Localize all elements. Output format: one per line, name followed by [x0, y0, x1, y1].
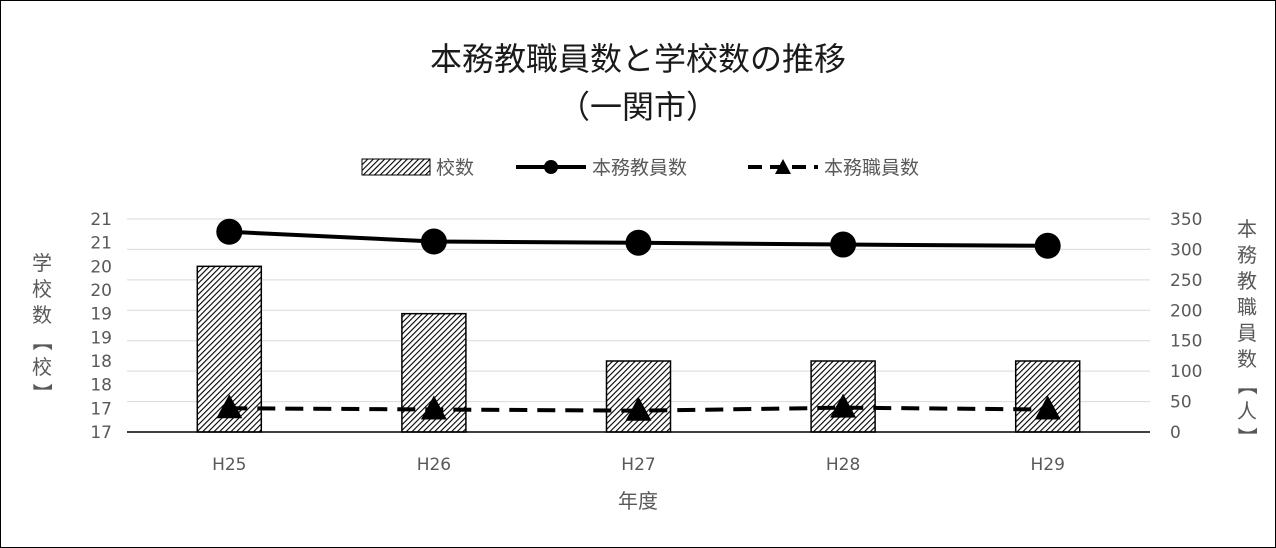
right-axis-title-char: 員 [1237, 321, 1257, 345]
right-tick-label: 200 [1170, 301, 1202, 321]
left-tick-label: 21 [90, 210, 112, 230]
right-tick-label: 50 [1170, 393, 1192, 413]
right-tick-label: 100 [1170, 362, 1202, 382]
legend-label-schools: 校数 [436, 157, 474, 179]
line-marker [1034, 232, 1061, 259]
right-axis-title-char: 務 [1237, 243, 1257, 267]
left-tick-label: 17 [90, 399, 112, 419]
right-axis-title-char: 【 [1235, 375, 1259, 395]
x-tick-label: H28 [826, 455, 860, 475]
right-axis-title-char: 】 [1235, 427, 1259, 447]
right-axis-title-char: 本 [1237, 217, 1257, 241]
left-axis-title-char: 【 [30, 331, 54, 351]
legend: 校数 本務教員数 本務職員数 [361, 157, 919, 179]
right-axis-title-char: 人 [1237, 399, 1257, 423]
legend-swatch-bar [361, 158, 431, 176]
x-tick-label: H29 [1030, 455, 1064, 475]
left-tick-label: 18 [90, 352, 112, 372]
right-tick-label: 350 [1170, 210, 1202, 230]
line-marker [216, 218, 243, 245]
right-axis-title-char: 数 [1237, 347, 1257, 371]
left-tick-label: 21 [90, 234, 112, 254]
right-axis-title: 本務教職員数【人】 [1235, 217, 1259, 447]
line-marker [625, 229, 652, 256]
x-axis-ticks: H25 H26 H27 H28 H29 [212, 455, 1065, 475]
left-tick-label: 19 [90, 305, 112, 325]
x-tick-label: H26 [417, 455, 451, 475]
right-tick-label: 250 [1170, 271, 1202, 291]
right-axis-title-char: 職 [1237, 295, 1257, 319]
left-axis-ticks: 17 17 18 18 19 19 20 20 21 21 [90, 210, 112, 443]
line-marker [420, 395, 447, 420]
left-axis-title: 学校数【校】 [30, 251, 54, 403]
legend-swatch-teachers-marker [544, 160, 558, 174]
bar [605, 360, 672, 433]
chart-title: 本務教職員数と学校数の推移 [430, 40, 846, 78]
left-tick-label: 19 [90, 328, 112, 348]
line-marker [1034, 395, 1061, 420]
series-markers [216, 218, 1061, 421]
line-marker [625, 396, 652, 421]
legend-swatch-staff-marker [775, 159, 791, 174]
line-marker [830, 393, 857, 418]
line-marker [216, 394, 243, 419]
left-tick-label: 17 [90, 423, 112, 443]
x-tick-label: H27 [621, 455, 655, 475]
chart-subtitle: （一関市） [558, 88, 718, 126]
right-tick-label: 300 [1170, 240, 1202, 260]
bar [401, 312, 467, 433]
left-tick-label: 20 [90, 281, 112, 301]
left-axis-title-char: 学 [32, 251, 52, 275]
right-tick-label: 0 [1170, 423, 1181, 443]
left-tick-label: 18 [90, 376, 112, 396]
x-axis-title: 年度 [618, 489, 658, 513]
right-axis-title-char: 教 [1237, 269, 1257, 293]
x-tick-label: H25 [212, 455, 246, 475]
right-axis-ticks: 0 50 100 150 200 250 300 350 [1170, 210, 1202, 443]
legend-label-teachers: 本務教員数 [592, 157, 687, 179]
right-tick-label: 150 [1170, 332, 1202, 352]
left-tick-label: 20 [90, 257, 112, 277]
left-axis-title-char: 】 [30, 383, 54, 403]
left-axis-title-char: 校 [32, 355, 52, 379]
left-axis-title-char: 数 [32, 303, 52, 327]
line-marker [830, 231, 857, 258]
line-marker [420, 228, 447, 255]
legend-label-staff: 本務職員数 [824, 157, 919, 179]
left-axis-title-char: 校 [32, 277, 52, 301]
